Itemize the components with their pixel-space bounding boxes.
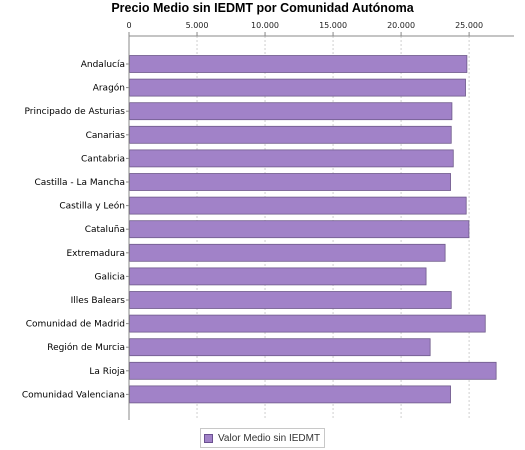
bar: [129, 125, 452, 144]
x-tick-label: 15.000: [319, 21, 347, 30]
bar: [129, 149, 454, 168]
bar: [129, 314, 486, 333]
category-label: Comunidad Valenciana: [22, 390, 125, 400]
category-label: Cataluña: [85, 225, 125, 235]
category-label: Comunidad de Madrid: [26, 320, 125, 330]
category-label: Cantabria: [81, 154, 125, 164]
bar: [129, 243, 446, 262]
chart-title: Precio Medio sin IEDMT por Comunidad Aut…: [111, 1, 414, 15]
x-tick-label: 20.000: [387, 21, 415, 30]
x-tick-label: 0: [126, 21, 131, 30]
x-axis-ticks: 0 5.000 10.000 15.000 20.000 25.000: [126, 21, 483, 36]
bar: [129, 196, 467, 215]
bar: [129, 102, 453, 121]
bar: [129, 55, 468, 73]
category-label: Andalucía: [81, 60, 125, 70]
legend-label: Valor Medio sin IEDMT: [218, 432, 321, 444]
category-label: Región de Murcia: [47, 342, 125, 353]
category-label: Castilla - La Mancha: [34, 178, 125, 188]
bars: [129, 55, 497, 404]
legend: Valor Medio sin IEDMT: [200, 428, 326, 448]
bar: [129, 173, 451, 191]
legend-swatch: [204, 433, 213, 443]
x-tick-label: 25.000: [455, 21, 483, 30]
bar: [129, 291, 452, 309]
category-label: La Rioja: [89, 367, 125, 377]
category-label: Extremadura: [67, 249, 126, 259]
category-label: Principado de Asturias: [24, 107, 125, 117]
category-label: Illes Balears: [71, 296, 126, 306]
bar: [129, 338, 431, 357]
category-label: Aragón: [93, 83, 125, 94]
category-label: Galicia: [95, 272, 125, 282]
bar: [129, 385, 451, 404]
category-labels: Andalucía Aragón Principado de Asturias Can…: [22, 60, 125, 400]
x-tick-label: 10.000: [251, 21, 279, 30]
category-label: Canarias: [86, 131, 126, 141]
axes: [126, 35, 514, 420]
bar: [129, 220, 470, 239]
bar: [129, 361, 497, 380]
bar: [129, 267, 427, 286]
x-tick-label: 5.000: [186, 21, 209, 30]
bar: [129, 78, 466, 97]
category-label: Castilla y León: [59, 201, 125, 212]
